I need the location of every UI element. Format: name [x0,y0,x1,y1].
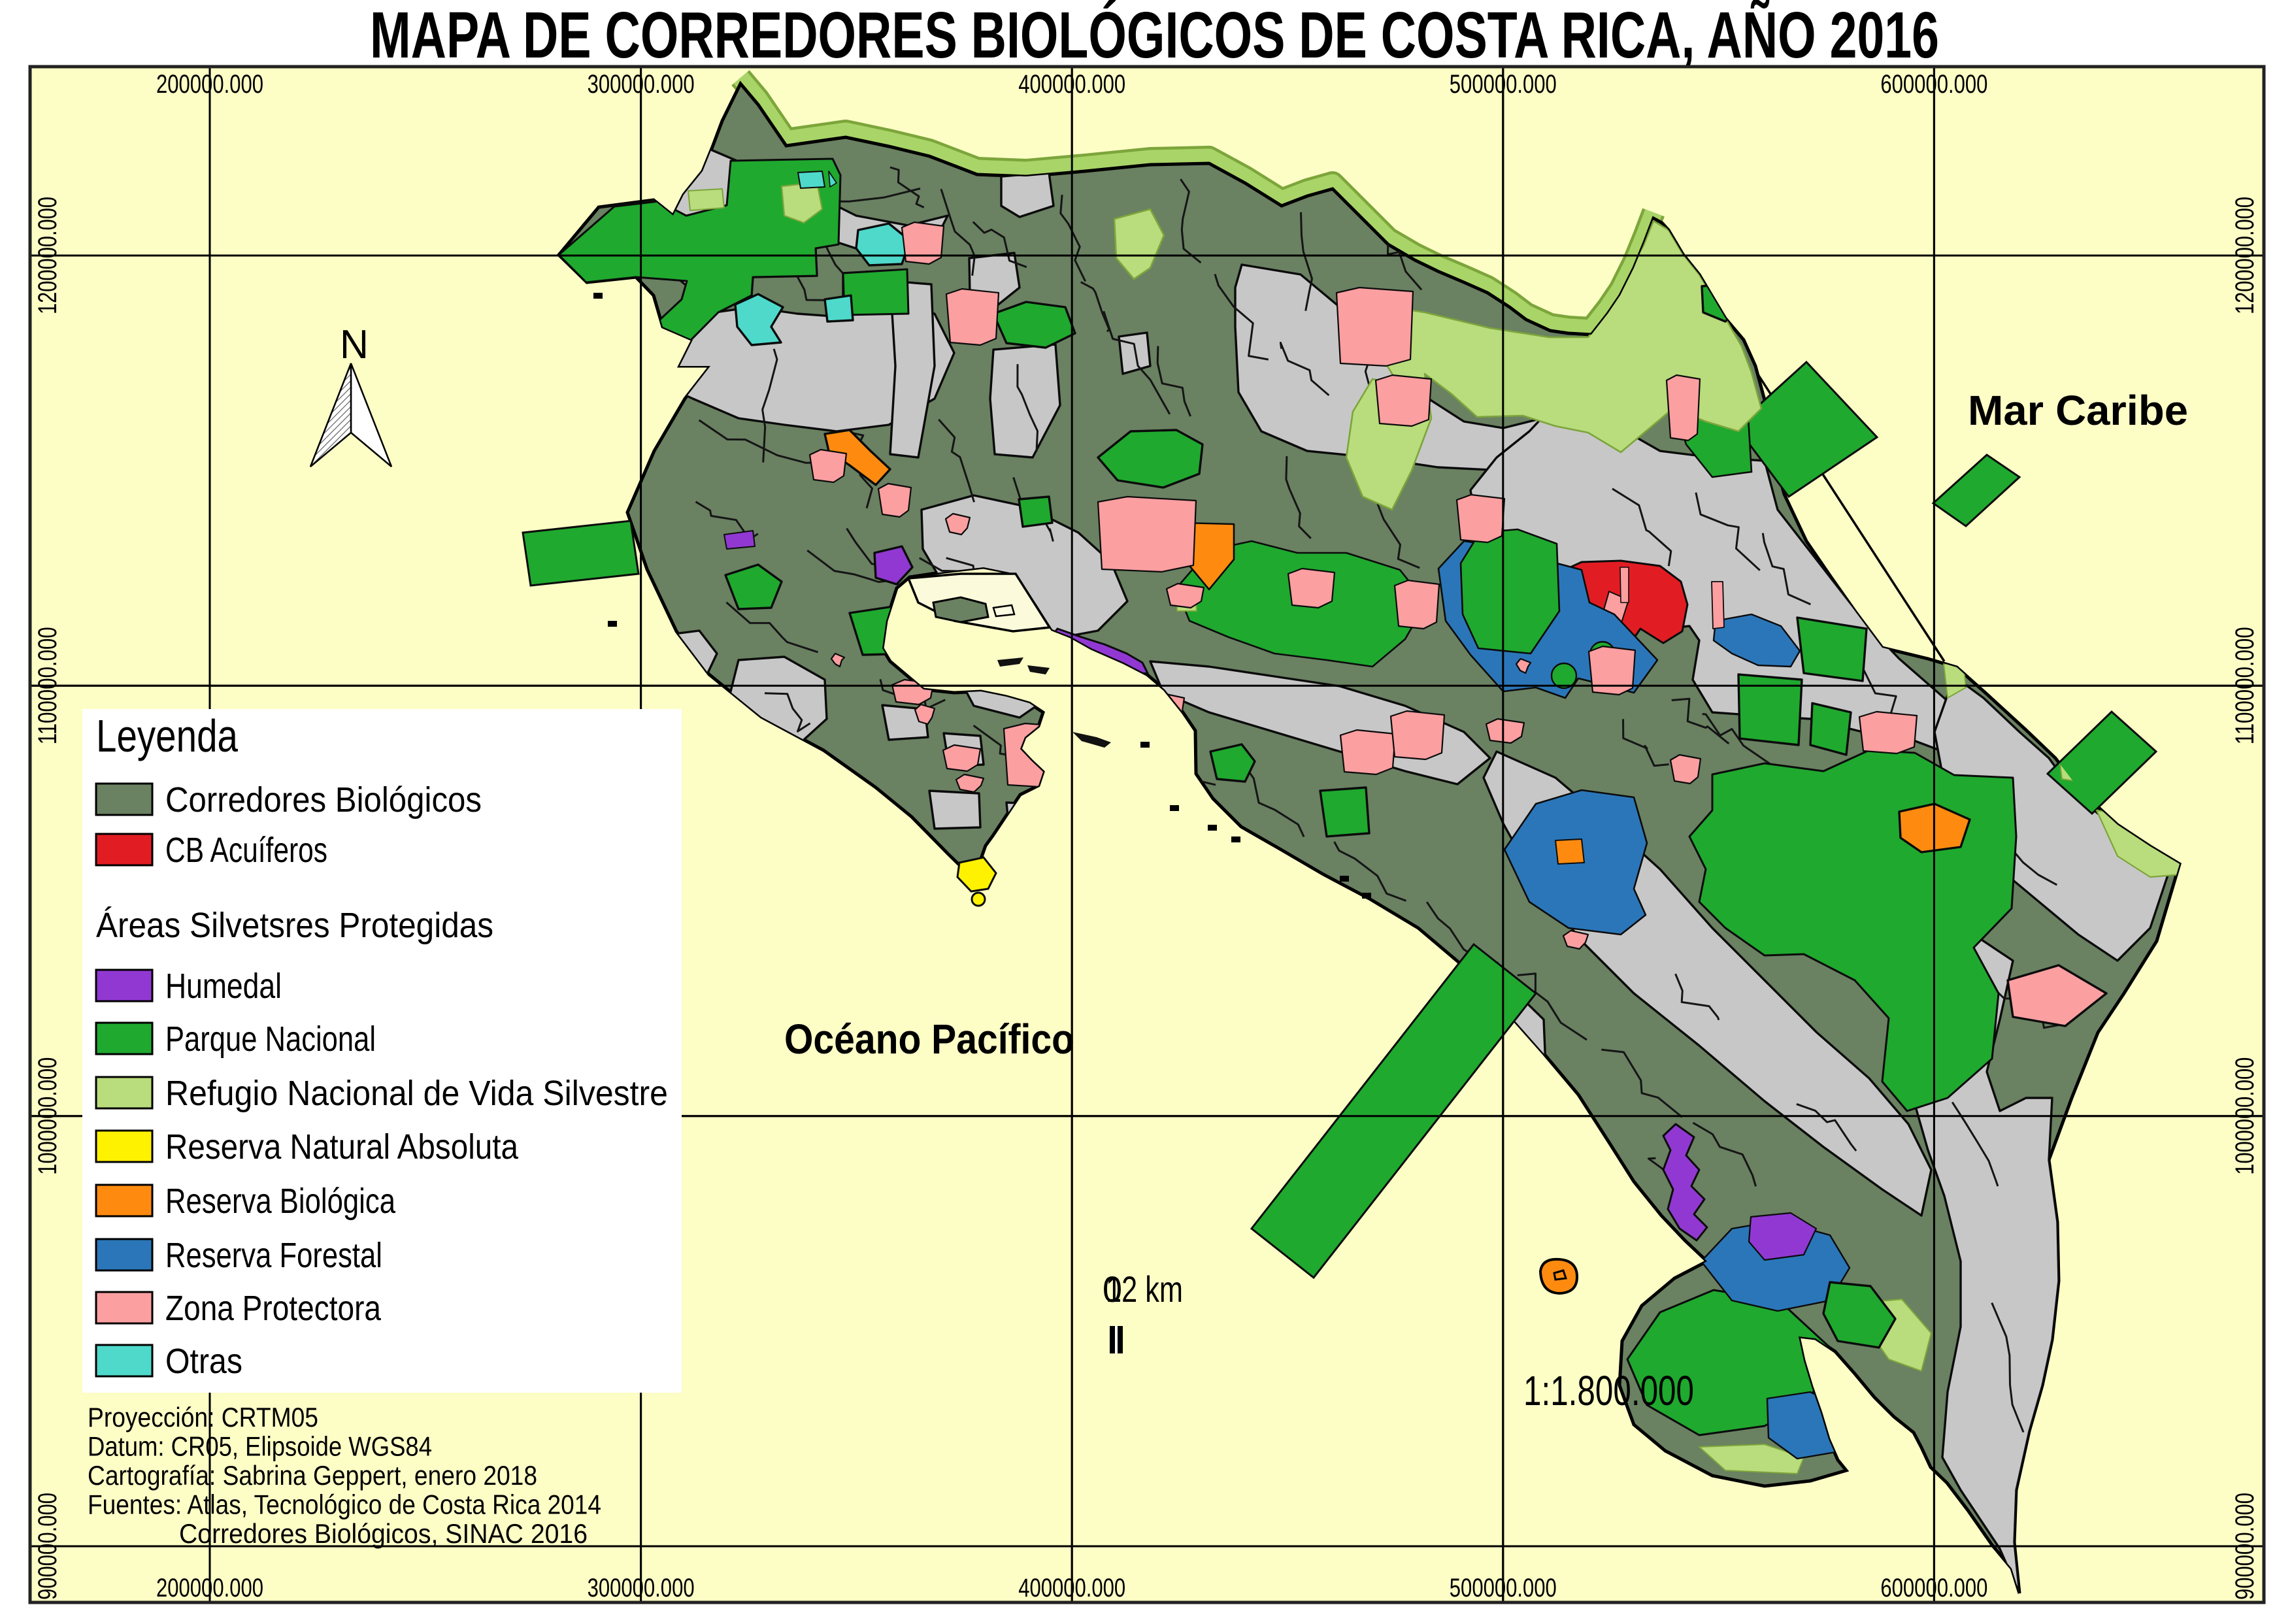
svg-text:Reserva Natural Absoluta: Reserva Natural Absoluta [165,1127,519,1167]
svg-text:1:1.800.000: 1:1.800.000 [1523,1367,1694,1414]
svg-text:Océano Pacífico: Océano Pacífico [784,1016,1074,1063]
svg-text:Reserva Forestal: Reserva Forestal [165,1236,382,1275]
svg-text:Leyenda: Leyenda [96,710,238,761]
svg-text:12 km: 12 km [1106,1268,1183,1310]
svg-text:Corredores Biológicos, SINAC 2: Corredores Biológicos, SINAC 2016 [179,1518,588,1549]
svg-text:Otras: Otras [165,1342,242,1381]
svg-text:Zona Protectora: Zona Protectora [165,1289,382,1328]
svg-text:Áreas Silvetsres Protegidas: Áreas Silvetsres Protegidas [96,906,493,945]
svg-text:Fuentes: Atlas, Tecnológico de: Fuentes: Atlas, Tecnológico de Costa Ric… [88,1489,601,1520]
svg-text:N: N [340,322,369,367]
svg-text:Cartografía: Sabrina Geppert,: Cartografía: Sabrina Geppert, enero 2018 [88,1460,537,1491]
svg-text:Parque Nacional: Parque Nacional [165,1019,376,1059]
svg-text:Refugio Nacional de Vida Silve: Refugio Nacional de Vida Silvestre [165,1074,668,1113]
svg-text:Humedal: Humedal [165,967,282,1006]
svg-text:Datum: CR05, Elipsoide WGS84: Datum: CR05, Elipsoide WGS84 [88,1431,432,1462]
svg-text:0: 0 [1103,1268,1122,1310]
svg-text:MAPA DE CORREDORES BIOLÓGICOS: MAPA DE CORREDORES BIOLÓGICOS DE COSTA R… [370,0,1939,72]
svg-text:Reserva Biológica: Reserva Biológica [165,1182,396,1221]
svg-text:Proyección: CRTM05: Proyección: CRTM05 [88,1402,318,1433]
svg-text:Mar Caribe: Mar Caribe [1968,387,2188,434]
svg-text:CB Acuíferos: CB Acuíferos [165,831,327,870]
svg-text:Corredores Biológicos: Corredores Biológicos [165,780,482,820]
